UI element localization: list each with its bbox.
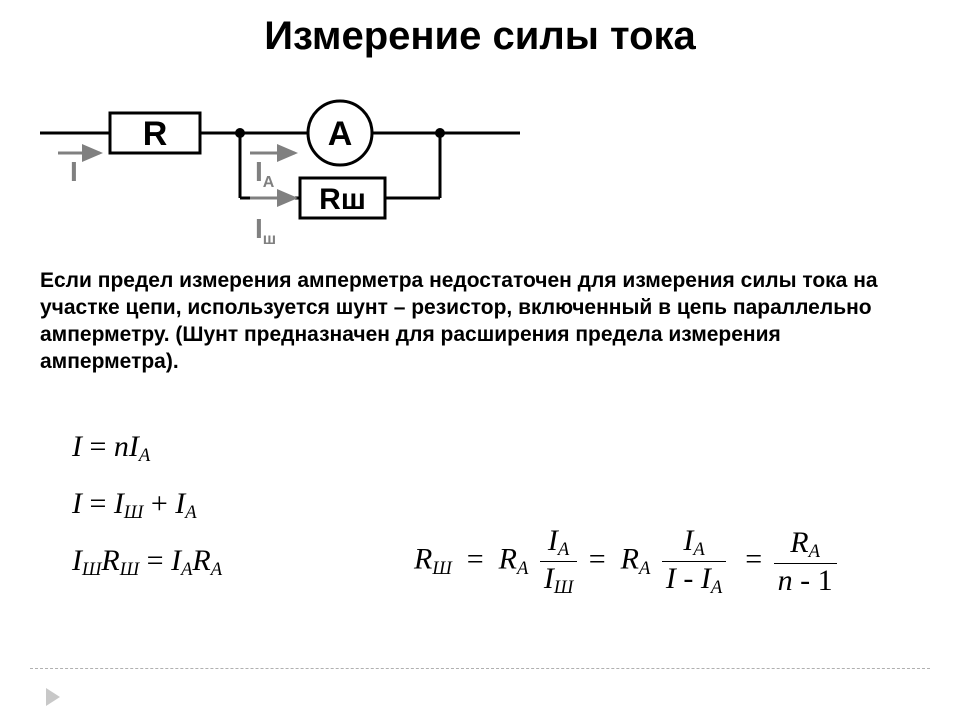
formula-1: I = nIА xyxy=(72,430,222,467)
svg-text:I: I xyxy=(70,156,78,187)
svg-text:Rш: Rш xyxy=(319,183,366,216)
footer-divider xyxy=(30,668,930,669)
circuit-svg: R A Rш I IА Iш xyxy=(40,98,520,258)
title-text: Измерение силы тока xyxy=(264,14,696,58)
svg-text:A: A xyxy=(328,115,353,153)
formula-rsh: RШ = RА IА IШ = RА IА I - IА = RА n - 1 xyxy=(414,524,841,599)
formulas-left: I = nIА I = IШ + IА IШRШ = IАRА xyxy=(72,430,222,582)
play-icon xyxy=(46,688,60,706)
svg-text:Iш: Iш xyxy=(255,213,276,248)
formula-3: IШRШ = IАRА xyxy=(72,544,222,581)
page-title: Измерение силы тока xyxy=(0,14,960,59)
circuit-diagram: R A Rш I IА Iш xyxy=(40,98,520,258)
svg-text:R: R xyxy=(143,115,168,153)
formulas-right: RШ = RА IА IШ = RА IА I - IА = RА n - 1 xyxy=(414,524,841,599)
paragraph-text: Если предел измерения амперметра недоста… xyxy=(40,269,878,373)
description-paragraph: Если предел измерения амперметра недоста… xyxy=(40,268,920,376)
svg-text:IА: IА xyxy=(255,156,275,191)
formula-2: I = IШ + IА xyxy=(72,487,222,524)
